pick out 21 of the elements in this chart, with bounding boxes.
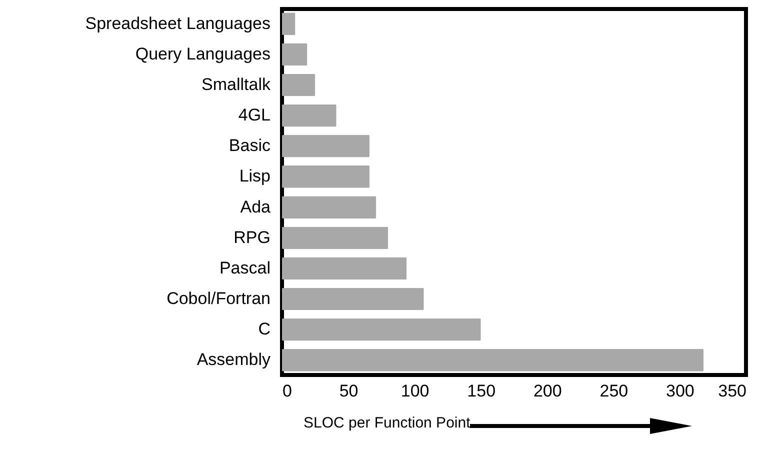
y-tick-label: Smalltalk [202, 74, 271, 94]
y-tick-label: RPG [234, 228, 270, 247]
x-tick-label: 250 [600, 382, 628, 400]
y-tick-label: Basic [228, 136, 271, 156]
y-tick-label: Cobol/Fortran [166, 289, 270, 308]
x-tick-label: 200 [533, 382, 562, 400]
x-tick-label: 100 [400, 382, 430, 400]
x-tick-label: 350 [718, 382, 746, 400]
y-tick-label: C [258, 320, 270, 339]
y-tick-label: 4GL [238, 106, 270, 125]
y-tick-label: Ada [240, 197, 272, 216]
y-tick-label: Query Languages [135, 44, 270, 64]
y-tick-label: Assembly [196, 350, 271, 370]
x-axis-title: SLOC per Function Point [304, 414, 472, 432]
y-tick-label: Lisp [239, 166, 270, 186]
y-tick-label: Spreadsheet Languages [85, 14, 270, 33]
x-tick-label: 150 [467, 382, 496, 400]
x-tick-label: 300 [666, 382, 694, 400]
y-tick-label: Pascal [219, 258, 270, 278]
x-tick-label: 50 [339, 382, 358, 400]
x-tick-label: 0 [282, 382, 292, 400]
